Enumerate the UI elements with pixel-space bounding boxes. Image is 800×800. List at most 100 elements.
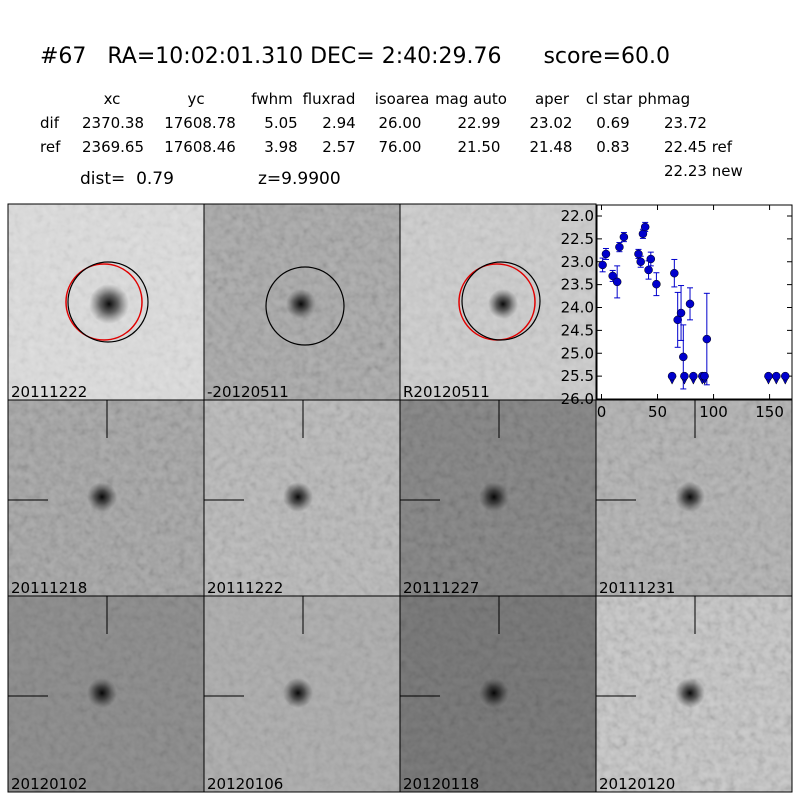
- stamp-label: 20111231: [599, 579, 675, 597]
- plot-marks: [598, 221, 790, 390]
- data-point: [685, 299, 695, 309]
- source-blob: [286, 289, 316, 319]
- source-blob: [89, 284, 129, 324]
- upper-limit-point: [680, 371, 689, 381]
- cell: 0.69: [596, 114, 629, 132]
- cell: 2.57: [322, 138, 355, 156]
- column-header: mag auto: [435, 90, 507, 108]
- dist: dist= 0.79: [80, 169, 174, 189]
- x-tick-label: 0: [597, 403, 607, 421]
- source-blob: [675, 678, 705, 708]
- upper-limit-point: [689, 371, 698, 381]
- data-point: [634, 249, 643, 259]
- source-blob: [488, 289, 518, 319]
- title: #67 RA=10:02:01.310 DEC= 2:40:29.76 scor…: [40, 44, 670, 69]
- cell: 17608.78: [164, 114, 236, 132]
- aperture: [461, 261, 541, 341]
- source-blob: [87, 678, 117, 708]
- aperture: [67, 261, 149, 343]
- upper-limit-point: [772, 371, 781, 381]
- cell: 23.02: [530, 114, 573, 132]
- cell: 5.05: [264, 114, 297, 132]
- aperture: [265, 266, 345, 346]
- column-header: cl star: [586, 90, 633, 108]
- data-point: [612, 277, 622, 287]
- upper-limit-point: [667, 371, 677, 381]
- column-header: fwhm: [251, 90, 292, 108]
- plot-area: [597, 205, 792, 399]
- source-blob: [283, 678, 313, 708]
- cell: 0.83: [596, 138, 629, 156]
- column-header: isoarea: [375, 90, 430, 108]
- cell: 2.94: [322, 114, 355, 132]
- cell: 17608.46: [164, 138, 236, 156]
- data-point: [636, 257, 645, 266]
- redshift: z=9.9900: [258, 169, 341, 189]
- data-point: [644, 265, 653, 275]
- plot-frame: [596, 204, 793, 400]
- new-mag: 22.23 new: [664, 162, 743, 180]
- column-header: yc: [187, 90, 204, 108]
- y-tick-label: 25.5: [561, 367, 594, 385]
- aperture-ref: [65, 263, 143, 341]
- y-tick-label: 24.0: [561, 299, 594, 317]
- x-tick-label: 150: [755, 403, 784, 421]
- data-point: [652, 279, 661, 289]
- stamp-label: -20120511: [207, 383, 289, 401]
- stamp-label: 20111222: [11, 383, 87, 401]
- source-blob: [675, 482, 705, 512]
- cell: 76.00: [379, 138, 422, 156]
- stamp-label: 20111222: [207, 579, 283, 597]
- cell: 3.98: [264, 138, 297, 156]
- data-point: [673, 315, 682, 325]
- column-header: fluxrad: [303, 90, 356, 108]
- upper-limit-point: [781, 371, 790, 381]
- y-tick-label: 22.0: [561, 207, 594, 225]
- stamp-frame: [595, 595, 793, 793]
- stamp-label: 20111218: [11, 579, 87, 597]
- cell: 2369.65: [82, 138, 144, 156]
- data-point: [670, 268, 679, 278]
- column-header: xc: [104, 90, 121, 108]
- upper-limit-point: [700, 371, 709, 381]
- row-label: dif: [40, 114, 60, 132]
- data-point: [601, 249, 611, 259]
- stamp-label: 20120120: [599, 775, 675, 793]
- y-tick-label: 23.5: [561, 276, 594, 294]
- data-point: [702, 334, 712, 344]
- cell: 22.45 ref: [664, 138, 733, 156]
- column-header: aper: [535, 90, 570, 108]
- y-tick-label: 22.5: [561, 230, 594, 248]
- x-tick-label: 100: [699, 403, 728, 421]
- data-point: [619, 232, 629, 242]
- data-point: [640, 222, 650, 232]
- stamp-label: 20120106: [207, 775, 283, 793]
- source-blob: [283, 482, 313, 512]
- y-tick-label: 23.0: [561, 253, 594, 271]
- stamp-label: 20111227: [403, 579, 479, 597]
- row-label: ref: [40, 138, 61, 156]
- stamp-label: 20120118: [403, 775, 479, 793]
- x-tick-label: 50: [648, 403, 667, 421]
- y-tick-label: 24.5: [561, 321, 594, 339]
- data-point: [615, 242, 624, 252]
- data-point: [679, 352, 688, 362]
- data-point: [646, 254, 656, 264]
- data-point: [598, 260, 607, 270]
- stamp-label: 20120102: [11, 775, 87, 793]
- source-blob: [87, 482, 117, 512]
- y-tick-label: 26.0: [561, 390, 594, 408]
- column-header: phmag: [638, 90, 690, 108]
- source-blob: [479, 482, 509, 512]
- cell: 21.48: [530, 138, 573, 156]
- cell: 23.72: [664, 114, 707, 132]
- stamp-label: R20120511: [403, 383, 490, 401]
- data-point: [676, 308, 686, 318]
- cell: 22.99: [458, 114, 501, 132]
- upper-limit-point: [764, 371, 773, 381]
- source-blob: [479, 678, 509, 708]
- cell: 26.00: [379, 114, 422, 132]
- cell: 21.50: [458, 138, 501, 156]
- cell: 2370.38: [82, 114, 144, 132]
